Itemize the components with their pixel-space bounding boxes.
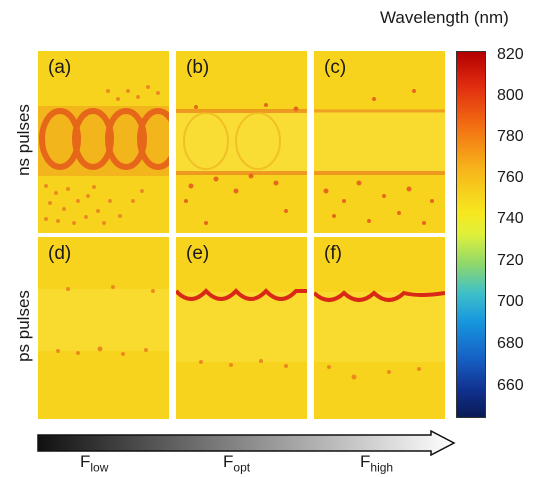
colorbar-tick: 780 <box>497 128 524 145</box>
panel-f-map <box>314 237 445 419</box>
colorbar-tick: 720 <box>497 252 524 269</box>
panel-d-map <box>38 237 169 419</box>
panel-b: (b) <box>176 51 307 233</box>
fluence-high-label: Fhigh <box>360 452 394 475</box>
panel-c-map <box>314 51 445 233</box>
row-label-ns: ns pulses <box>14 104 33 176</box>
panel-a-map <box>38 51 169 233</box>
colorbar-tick: 660 <box>497 377 524 394</box>
fluence-low-label: Flow <box>80 452 109 475</box>
panel-d-label: (d) <box>48 243 72 264</box>
colorbar-tick: 760 <box>497 169 524 186</box>
panel-a-label: (a) <box>48 57 72 78</box>
colorbar-title: Wavelength (nm) <box>380 8 509 27</box>
panel-e: (e) <box>176 237 307 419</box>
colorbar-tick: 680 <box>497 335 524 352</box>
panel-f-label: (f) <box>324 243 342 264</box>
panel-b-map <box>176 51 307 233</box>
panel-d: (d) <box>38 237 169 419</box>
colorbar-tick: 700 <box>497 293 524 310</box>
panel-e-map <box>176 237 307 419</box>
panel-b-label: (b) <box>186 57 210 78</box>
panel-e-label: (e) <box>186 243 210 264</box>
colorbar-tick: 820 <box>497 46 524 63</box>
colorbar <box>456 51 486 418</box>
colorbar-tick: 800 <box>497 87 524 104</box>
panel-c-label: (c) <box>324 57 347 78</box>
fluence-arrow <box>37 430 456 457</box>
fluence-opt-label: Fopt <box>223 452 251 475</box>
colorbar-tick: 740 <box>497 210 524 227</box>
panel-a: (a) <box>38 51 169 233</box>
panel-f: (f) <box>314 237 445 419</box>
panel-c: (c) <box>314 51 445 233</box>
row-label-ps: ps pulses <box>14 290 33 362</box>
